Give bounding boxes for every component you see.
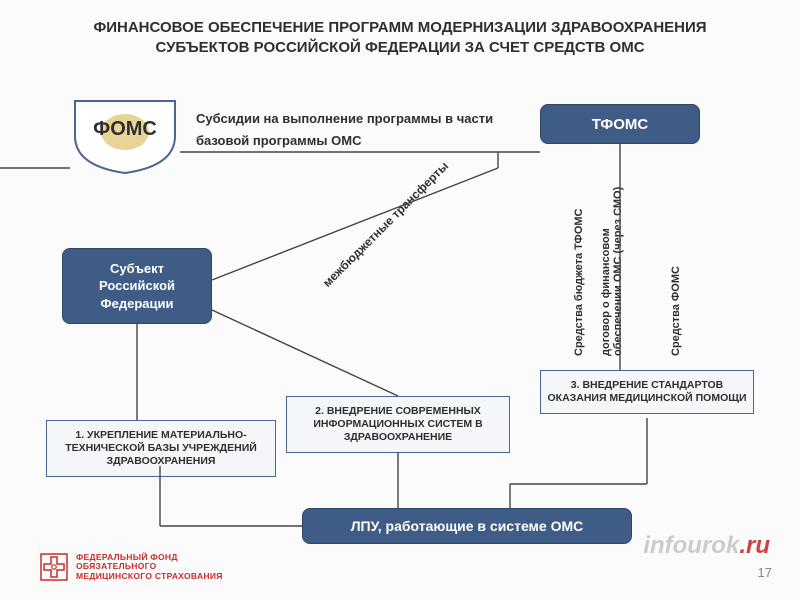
watermark: infourok.ru [643, 532, 770, 560]
result-box-3: 3. ВНЕДРЕНИЕ СТАНДАРТОВ ОКАЗАНИЯ МЕДИЦИН… [540, 370, 754, 414]
foms-label: ФОМС [70, 118, 180, 141]
watermark-right: .ru [739, 532, 770, 559]
result-box-2: 2. ВНЕДРЕНИЕ СОВРЕМЕННЫХ ИНФОРМАЦИОННЫХ … [286, 396, 510, 453]
subsidy-text: Субсидии на выполнение программы в части… [196, 108, 526, 152]
footer: ФЕДЕРАЛЬНЫЙ ФОНД ОБЯЗАТЕЛЬНОГО МЕДИЦИНСК… [40, 553, 223, 582]
result-2-text: 2. ВНЕДРЕНИЕ СОВРЕМЕННЫХ ИНФОРМАЦИОННЫХ … [313, 405, 482, 443]
node-subject: Субъект Российской Федерации [62, 248, 212, 324]
footer-l3: МЕДИЦИНСКОГО СТРАХОВАНИЯ [76, 571, 223, 581]
result-3-text: 3. ВНЕДРЕНИЕ СТАНДАРТОВ ОКАЗАНИЯ МЕДИЦИН… [548, 379, 747, 404]
node-lpu: ЛПУ, работающие в системе ОМС [302, 508, 632, 544]
edge-label-foms-funds: Средства ФОМС [670, 266, 682, 356]
cross-icon [40, 553, 68, 581]
title-line-2: СУБЪЕКТОВ РОССИЙСКОЙ ФЕДЕРАЦИИ ЗА СЧЕТ С… [155, 39, 644, 56]
edge-label-transfers: межбюджетные трансферты [320, 159, 451, 290]
footer-l2: ОБЯЗАТЕЛЬНОГО [76, 561, 157, 571]
node-subject-label: Субъект Российской Федерации [71, 260, 203, 313]
slide-title: ФИНАНСОВОЕ ОБЕСПЕЧЕНИЕ ПРОГРАММ МОДЕРНИЗ… [40, 18, 760, 59]
title-line-1: ФИНАНСОВОЕ ОБЕСПЕЧЕНИЕ ПРОГРАММ МОДЕРНИЗ… [93, 19, 706, 36]
footer-text: ФЕДЕРАЛЬНЫЙ ФОНД ОБЯЗАТЕЛЬНОГО МЕДИЦИНСК… [76, 553, 223, 582]
node-lpu-label: ЛПУ, работающие в системе ОМС [351, 518, 584, 534]
node-tfoms: ТФОМС [540, 104, 700, 144]
watermark-left: infourok [643, 532, 739, 559]
edge-label-budget-tfoms: Средства бюджета ТФОМС [573, 209, 585, 356]
result-box-1: 1. УКРЕПЛЕНИЕ МАТЕРИАЛЬНО-ТЕХНИЧЕСКОЙ БА… [46, 420, 276, 477]
result-1-text: 1. УКРЕПЛЕНИЕ МАТЕРИАЛЬНО-ТЕХНИЧЕСКОЙ БА… [65, 429, 257, 467]
footer-l1: ФЕДЕРАЛЬНЫЙ ФОНД [76, 552, 178, 562]
page-number: 17 [758, 565, 772, 580]
node-tfoms-label: ТФОМС [592, 116, 648, 133]
edge-label-fin-agreement: договор о финансовом обеспечении ОМС (че… [600, 156, 624, 356]
